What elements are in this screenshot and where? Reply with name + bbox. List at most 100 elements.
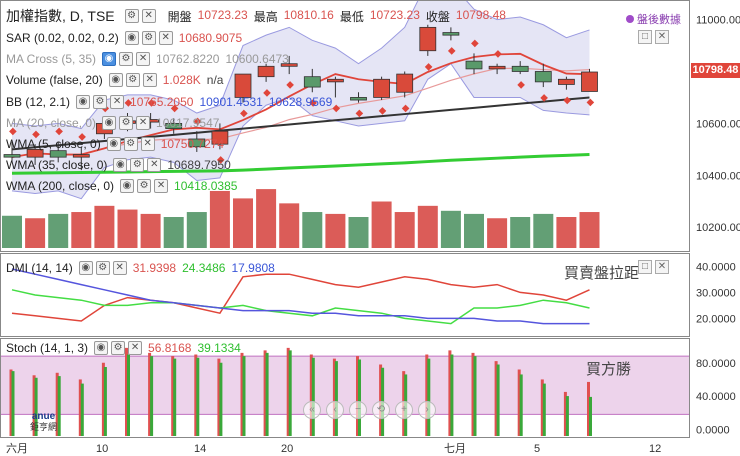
settings-icon[interactable]: ⚙ <box>95 261 110 275</box>
candle-body <box>280 63 298 67</box>
zoom-reset-icon[interactable]: ⟲ <box>372 401 390 419</box>
symbol-controls: ⚙ ✕ <box>124 9 156 23</box>
wma5-controls: ◉ ⚙ ✕ <box>106 137 155 151</box>
stoch-y-tick-label: 40.0000 <box>696 391 736 403</box>
sar-dot: ◆ <box>332 103 340 114</box>
wma35-legend[interactable]: WMA (35, close, 0) ◉ ⚙ ✕ 10689.7950 <box>6 158 231 172</box>
candle-body <box>511 65 529 72</box>
wma5-legend[interactable]: WMA (5, close, 0) ◉ ⚙ ✕ 10750.7274 <box>6 137 224 151</box>
settings-icon[interactable]: ⚙ <box>111 341 126 355</box>
dmi-legend[interactable]: DMI (14, 14) ◉ ⚙ ✕ 31.9398 24.3486 17.98… <box>6 261 275 275</box>
sar-dot: ◆ <box>425 61 433 72</box>
volume-bar <box>186 212 207 248</box>
eye-icon[interactable]: ◉ <box>106 137 121 151</box>
after-hours-toggle[interactable]: 盤後數據 <box>626 11 681 27</box>
wma200-legend[interactable]: WMA (200, close, 0) ◉ ⚙ ✕ 10418.0385 <box>6 179 237 193</box>
close-icon[interactable]: ✕ <box>142 73 157 87</box>
eye-icon[interactable]: ◉ <box>76 95 91 109</box>
volume-legend[interactable]: Volume (false, 20) ◉ ⚙ ✕ 1.028K n/a <box>6 73 223 87</box>
sar-dot: ◆ <box>494 48 502 59</box>
sar-legend[interactable]: SAR (0.02, 0.02, 0.2) ◉ ⚙ ✕ 10680.9075 <box>6 31 242 45</box>
close-icon[interactable]: ✕ <box>141 9 156 23</box>
volume-bar <box>348 217 369 248</box>
ma-cross-label: MA Cross (5, 35) <box>6 52 97 66</box>
close-icon[interactable]: ✕ <box>112 261 127 275</box>
logo-line-1: anue <box>31 411 56 422</box>
eye-icon[interactable]: ◉ <box>102 116 117 130</box>
close-icon[interactable]: ✕ <box>140 137 155 151</box>
close-icon[interactable]: ✕ <box>136 116 151 130</box>
settings-icon[interactable]: ⚙ <box>119 116 134 130</box>
candle-body <box>419 26 437 52</box>
x-tick-label: 14 <box>194 443 206 455</box>
x-tick-label: 六月 <box>6 442 28 455</box>
wma35-label: WMA (35, close, 0) <box>6 158 108 172</box>
settings-icon[interactable]: ⚙ <box>137 179 152 193</box>
main-pane-buttons: □ ✕ <box>638 30 669 44</box>
zoom-out-icon[interactable]: − <box>349 401 367 419</box>
anue-logo: anue 鉅亨網 <box>30 411 57 433</box>
candle-body <box>165 123 183 129</box>
eye-icon[interactable]: ◉ <box>94 341 109 355</box>
x-tick-label: 5 <box>534 443 540 455</box>
symbol-title: 加權指數, D, TSE <box>6 8 115 24</box>
eye-icon[interactable]: ◉ <box>124 31 139 45</box>
low-label: 最低 <box>339 9 364 24</box>
eye-icon[interactable]: ◉ <box>78 261 93 275</box>
candle-body <box>350 97 367 101</box>
volume-bar <box>325 213 346 248</box>
dmi-minus-line <box>11 289 590 325</box>
low-value: 10723.23 <box>369 7 420 22</box>
eye-icon[interactable]: ◉ <box>102 52 117 66</box>
eye-icon[interactable]: ◉ <box>120 179 135 193</box>
sar-dot: ◆ <box>540 92 548 103</box>
zoom-in-icon[interactable]: + <box>395 401 413 419</box>
dmi-pane-buttons: □ ✕ <box>638 260 669 274</box>
scroll-left-icon[interactable]: ‹ <box>326 401 344 419</box>
close-icon[interactable]: ✕ <box>154 179 169 193</box>
bb-value-3: 10628.9569 <box>268 95 333 109</box>
dmi-value-3: 17.9808 <box>231 261 275 275</box>
sar-dot: ◆ <box>263 87 271 98</box>
settings-icon[interactable]: ⚙ <box>119 52 134 66</box>
candle-body <box>188 138 206 148</box>
after-hours-dot-icon <box>626 15 634 23</box>
bb-legend[interactable]: BB (12, 2.1) ◉ ⚙ ✕ 10765.2050 10901.4531… <box>6 95 332 109</box>
ma-cross-legend[interactable]: MA Cross (5, 35) ◉ ⚙ ✕ 10762.8220 10600.… <box>6 52 289 66</box>
pane-minimize-icon[interactable]: □ <box>638 30 652 44</box>
stoch-y-tick-label: 80.0000 <box>696 358 736 370</box>
close-icon[interactable]: ✕ <box>110 95 125 109</box>
volume-bar <box>371 201 392 248</box>
symbol-legend[interactable]: 加權指數, D, TSE ⚙ ✕ 開盤 10723.23 最高 10810.16… <box>6 6 506 26</box>
pane-minimize-icon[interactable]: □ <box>638 260 652 274</box>
settings-icon[interactable]: ⚙ <box>125 73 140 87</box>
close-icon[interactable]: ✕ <box>158 31 173 45</box>
sar-dot: ◆ <box>240 108 248 119</box>
close-icon[interactable]: ✕ <box>136 52 151 66</box>
settings-icon[interactable]: ⚙ <box>141 31 156 45</box>
scroll-left-far-icon[interactable]: « <box>303 401 321 419</box>
ma-legend[interactable]: MA (20, close, 0) ◉ ⚙ ✕ 10617.9547 <box>6 116 219 130</box>
sar-dot: ◆ <box>125 98 133 109</box>
stoch-legend[interactable]: Stoch (14, 1, 3) ◉ ⚙ ✕ 56.8168 39.1334 <box>6 341 241 355</box>
sar-dot: ◆ <box>448 46 456 57</box>
scroll-right-icon[interactable]: › <box>418 401 436 419</box>
volume-bar <box>302 212 323 248</box>
candle-body <box>442 32 460 36</box>
eye-icon[interactable]: ◉ <box>108 73 123 87</box>
close-icon[interactable]: ✕ <box>147 158 162 172</box>
settings-icon[interactable]: ⚙ <box>123 137 138 151</box>
close-icon[interactable]: ✕ <box>128 341 143 355</box>
pane-close-icon[interactable]: ✕ <box>655 260 669 274</box>
settings-icon[interactable]: ⚙ <box>130 158 145 172</box>
eye-icon[interactable]: ◉ <box>113 158 128 172</box>
sar-dot: ◆ <box>9 126 17 137</box>
settings-icon[interactable]: ⚙ <box>124 9 139 23</box>
settings-icon[interactable]: ⚙ <box>93 95 108 109</box>
pane-close-icon[interactable]: ✕ <box>655 30 669 44</box>
volume-bar <box>140 213 161 248</box>
candle-body <box>26 148 44 158</box>
x-tick-label: 12 <box>649 443 661 455</box>
